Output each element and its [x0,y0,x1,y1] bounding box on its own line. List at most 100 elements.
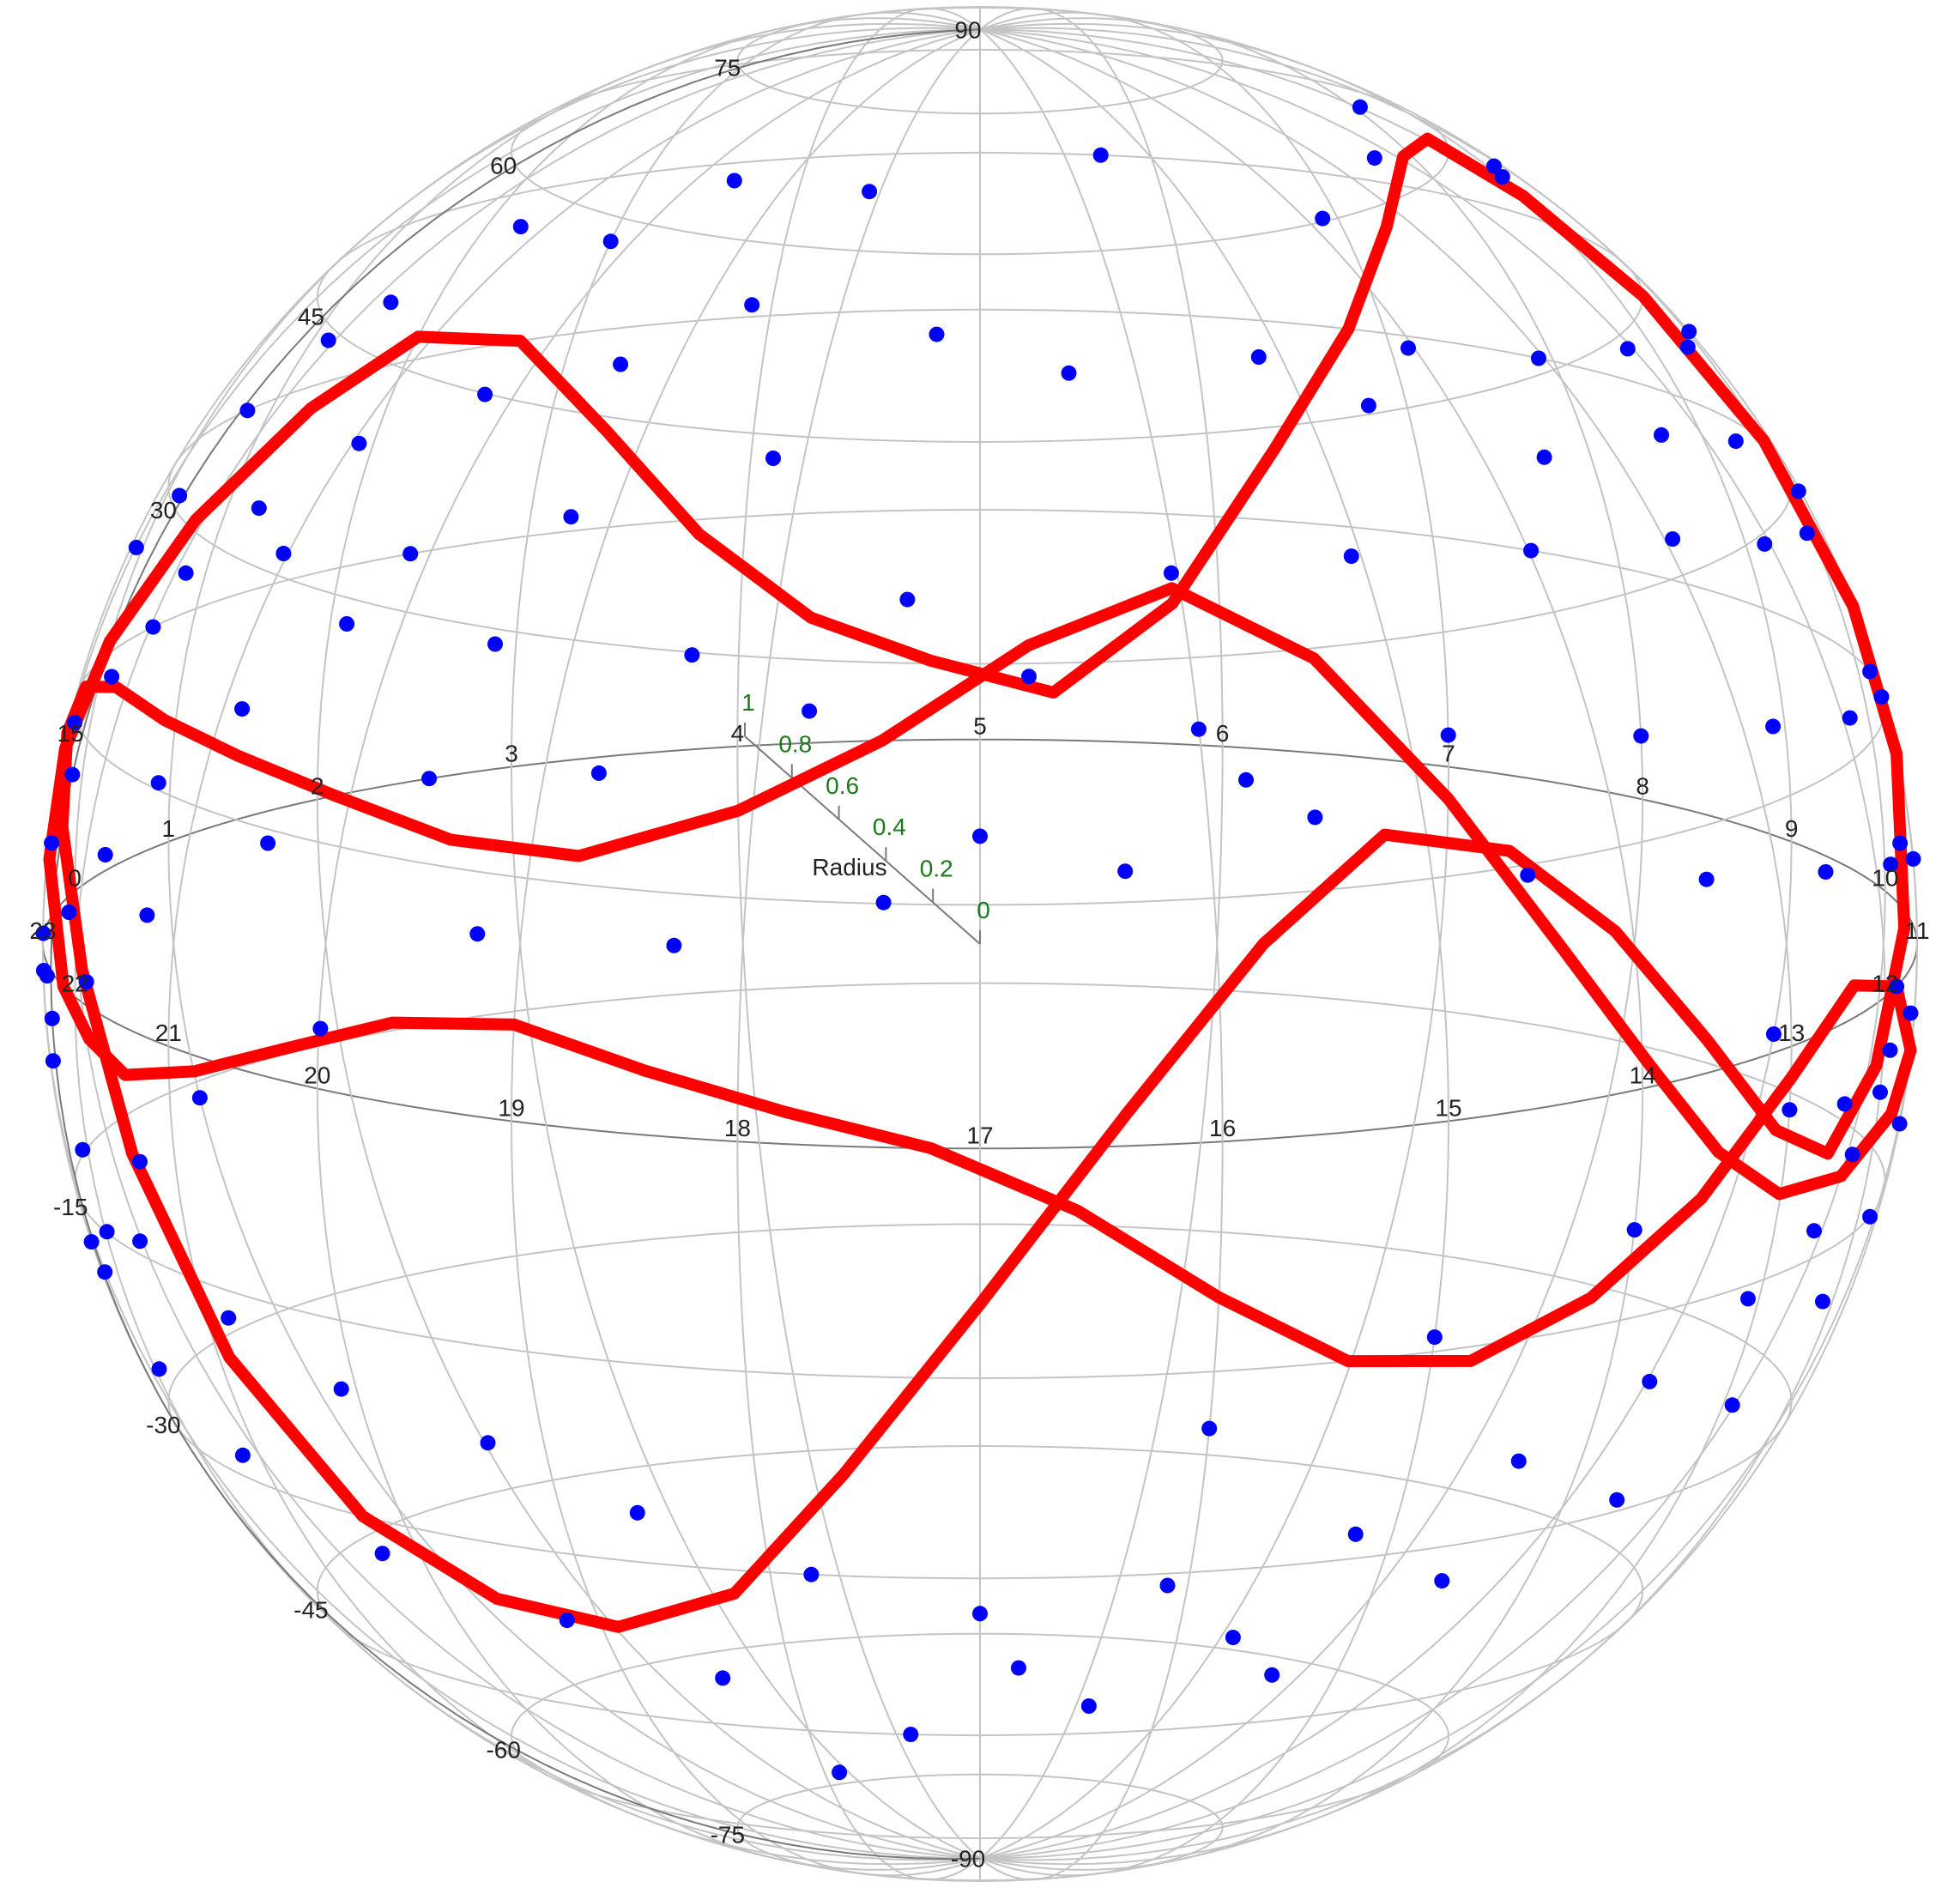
data-point [1536,449,1552,465]
data-point [1092,147,1109,163]
radius-axis-line [744,735,981,945]
data-point [99,1224,115,1240]
data-point [104,669,120,685]
ra-meridian [167,28,981,1866]
data-point [234,1447,251,1463]
data-point [1642,1373,1658,1389]
data-point [899,591,916,608]
ra-meridian [979,28,1793,1866]
data-point [803,1566,820,1582]
ra-meridian [736,7,981,1860]
data-point [374,1546,390,1562]
data-point [1343,548,1359,565]
data-point [613,356,629,372]
ra-meridian [979,27,1886,1860]
radius-axis: 0 0.2 0.4 0.6 0.8 1 Radius [741,689,990,945]
data-point [1681,324,1697,340]
data-point [1765,718,1782,735]
data-point [1159,1577,1176,1594]
data-point [1799,525,1815,542]
ra-tick-label: 16 [1209,1115,1236,1141]
data-point [602,233,619,250]
data-point [1366,150,1382,166]
ra-meridian [316,28,981,1871]
data-point [1740,1291,1756,1307]
ra-meridian [979,22,1793,1860]
data-point [128,540,144,555]
curve-layer [43,132,1917,1633]
data-point [1117,863,1134,880]
ra-tick-label: 15 [1435,1094,1461,1121]
reference-meridian [50,28,981,1861]
data-point [1080,1698,1097,1714]
data-point [1400,340,1416,356]
data-point [512,219,529,235]
data-point [45,1053,61,1069]
data-point [1806,1223,1822,1239]
data-point [1531,350,1546,366]
data-point [1315,210,1331,227]
ra-tick-label: 21 [155,1020,182,1046]
data-point [1882,1042,1898,1058]
data-point [251,500,267,517]
ra-meridian [736,28,981,1881]
data-point [83,1234,100,1250]
data-point [1872,1084,1888,1100]
data-point [666,937,682,953]
data-point [1862,663,1878,680]
data-point [1836,1096,1853,1112]
data-point [1011,1660,1026,1676]
dec-tick-label: 60 [490,153,517,179]
ra-meridian [510,11,981,1860]
data-point [221,1310,237,1326]
data-point [351,435,367,451]
data-point [559,1613,575,1629]
data-point [35,925,51,941]
ra-meridian [979,28,1886,1861]
data-point [139,907,155,923]
data-point [1782,1102,1798,1118]
ra-meridian [316,17,981,1860]
ra-meridian [979,28,1450,1877]
data-point [421,771,438,787]
dec-tick-label: 90 [954,16,981,43]
ra-tick-label: 19 [498,1094,524,1121]
dec-tick-label: -60 [486,1737,520,1764]
dec-tick-label: 45 [298,303,324,330]
data-point [383,294,399,311]
data-point [44,835,60,851]
data-point [78,974,94,990]
dec-tick-label: -90 [951,1846,985,1873]
data-point [1654,427,1669,443]
data-point [1679,339,1696,355]
ra-tick-label: 4 [731,720,745,747]
ra-meridian [979,11,1450,1860]
ra-meridian [979,7,1224,1860]
data-point [64,766,81,783]
ra-tick-label: 17 [966,1122,993,1148]
data-point [1021,669,1037,685]
radius-tick-label: 0.6 [826,772,859,799]
data-point [1225,1630,1241,1646]
ra-tick-label: 13 [1778,1020,1805,1046]
data-point [172,487,188,504]
radius-axis-label: Radius [812,854,886,880]
data-point [1727,433,1744,450]
ra-tick-label: 3 [505,741,518,767]
data-point [1626,1222,1642,1238]
data-point [1520,867,1536,883]
data-point [260,835,276,851]
data-point [1790,483,1806,499]
data-point [1264,1667,1280,1683]
data-point [1883,856,1899,873]
data-point [1862,1208,1878,1225]
ra-meridian [979,28,1644,1871]
dec-tick-label: -15 [53,1194,88,1220]
data-point [590,765,607,781]
data-point [1238,771,1254,788]
data-point [132,1153,148,1170]
data-point [150,775,166,791]
data-point [1307,809,1323,826]
ra-tick-label: 1 [162,815,176,842]
